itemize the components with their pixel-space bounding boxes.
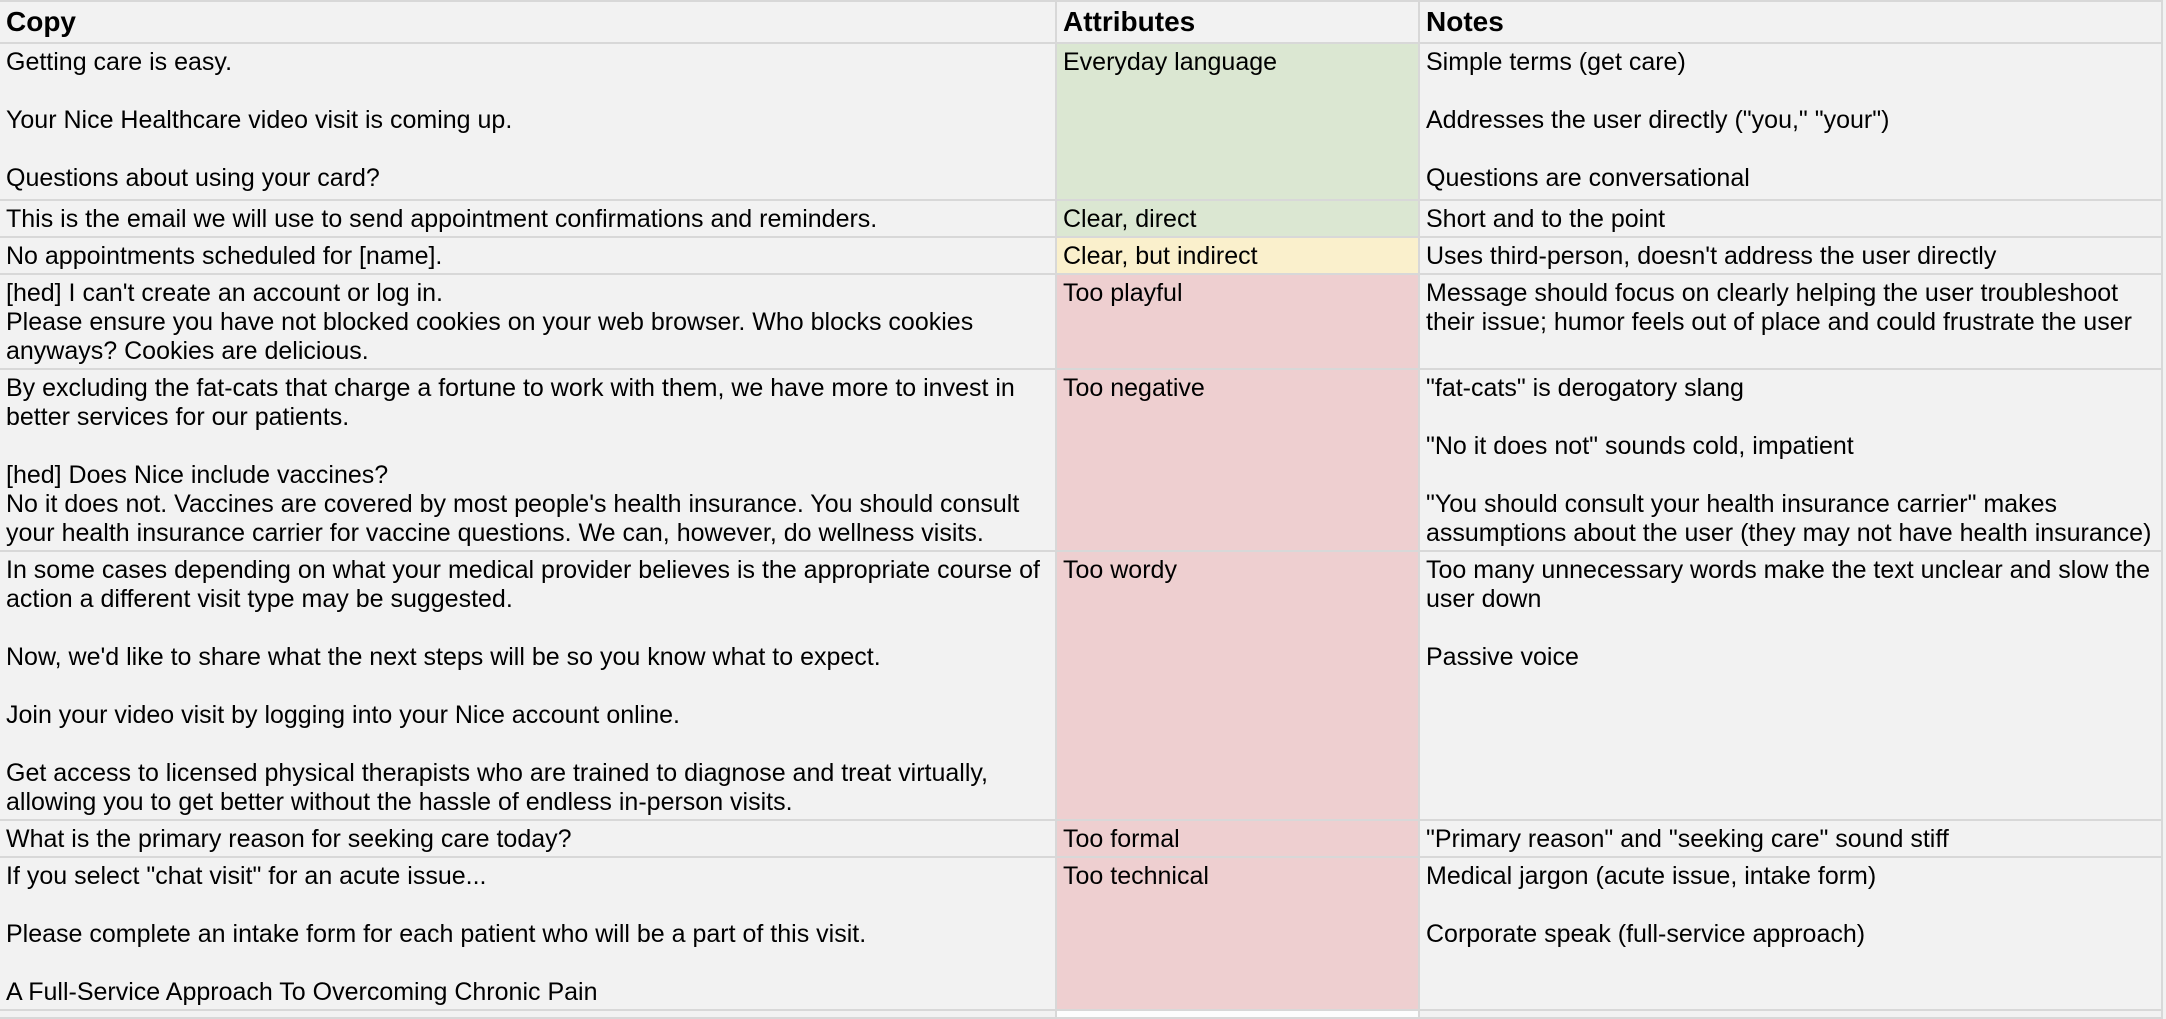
copy-cell: If you select "chat visit" for an acute … — [0, 856, 1057, 1011]
column-header-copy: Copy — [0, 0, 1057, 44]
column-header-notes: Notes — [1418, 0, 2163, 44]
attribute-cell: Too formal — [1055, 819, 1420, 858]
attribute-cell: Clear, but indirect — [1055, 236, 1420, 275]
copy-cell: Getting care is easy. Your Nice Healthca… — [0, 42, 1057, 201]
notes-cell: Message should focus on clearly helping … — [1418, 273, 2163, 370]
notes-cell: "fat-cats" is derogatory slang "No it do… — [1418, 368, 2163, 552]
table-row-partial — [0, 1009, 2163, 1019]
table-row: What is the primary reason for seeking c… — [0, 819, 2163, 858]
notes-cell: Too many unnecessary words make the text… — [1418, 550, 2163, 821]
copy-cell: No appointments scheduled for [name]. — [0, 236, 1057, 275]
table-row: [hed] I can't create an account or log i… — [0, 273, 2163, 370]
copy-cell: [hed] I can't create an account or log i… — [0, 273, 1057, 370]
notes-cell: Simple terms (get care) Addresses the us… — [1418, 42, 2163, 201]
column-header-attributes: Attributes — [1055, 0, 1420, 44]
attribute-cell: Everyday language — [1055, 42, 1420, 201]
notes-cell: Short and to the point — [1418, 199, 2163, 238]
copy-cell: By excluding the fat-cats that charge a … — [0, 368, 1057, 552]
attribute-cell — [1055, 1009, 1420, 1019]
notes-cell: "Primary reason" and "seeking care" soun… — [1418, 819, 2163, 858]
table-row: If you select "chat visit" for an acute … — [0, 856, 2163, 1011]
table-row: By excluding the fat-cats that charge a … — [0, 368, 2163, 552]
copy-cell: In some cases depending on what your med… — [0, 550, 1057, 821]
attribute-cell: Too playful — [1055, 273, 1420, 370]
attribute-cell: Too wordy — [1055, 550, 1420, 821]
attribute-cell: Too technical — [1055, 856, 1420, 1011]
table-row: Getting care is easy. Your Nice Healthca… — [0, 42, 2163, 201]
table-row: In some cases depending on what your med… — [0, 550, 2163, 821]
notes-cell: Uses third-person, doesn't address the u… — [1418, 236, 2163, 275]
copy-cell: This is the email we will use to send ap… — [0, 199, 1057, 238]
table-row: This is the email we will use to send ap… — [0, 199, 2163, 238]
attribute-cell: Too negative — [1055, 368, 1420, 552]
notes-cell: Medical jargon (acute issue, intake form… — [1418, 856, 2163, 1011]
attribute-cell: Clear, direct — [1055, 199, 1420, 238]
notes-cell — [1418, 1009, 2163, 1019]
copy-cell — [0, 1009, 1057, 1019]
table-row: No appointments scheduled for [name]. Cl… — [0, 236, 2163, 275]
copy-cell: What is the primary reason for seeking c… — [0, 819, 1057, 858]
header-row: Copy Attributes Notes — [0, 0, 2163, 44]
